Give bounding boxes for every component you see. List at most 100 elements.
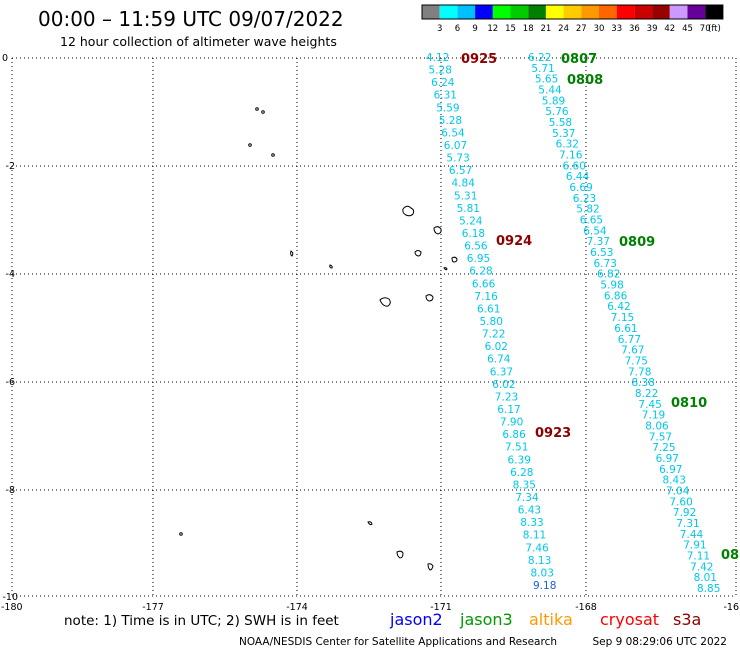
wave-height-value: 6.07 <box>444 140 467 152</box>
wave-height-color-scale: 3 6 9 12 15 18 21 24 27 30 33 36 39 42 45 70(ft) <box>421 4 724 34</box>
color-scale-swatch <box>528 5 546 19</box>
wave-height-value: 6.28 <box>469 266 492 278</box>
x-axis-label: -177 <box>142 602 164 613</box>
color-scale-tick-label: 70 <box>700 24 711 34</box>
color-scale-tick-label: 12 <box>487 24 498 34</box>
wave-height-value: 6.82 <box>597 269 620 281</box>
color-scale-swatch <box>616 5 635 19</box>
color-scale-swatch <box>634 5 653 19</box>
wave-height-value: 8.35 <box>513 479 536 491</box>
wave-height-value: 6.61 <box>477 303 500 315</box>
wave-height-value: 4.84 <box>452 178 476 190</box>
wave-height-value: 6.95 <box>467 253 490 265</box>
wave-height-value: 6.22 <box>528 52 551 64</box>
color-scale-tick-label: 3 <box>437 24 442 34</box>
time-label: 0807 <box>561 52 597 67</box>
color-scale-swatch <box>439 5 458 19</box>
color-scale-swatch <box>687 5 706 19</box>
legend-note: note: 1) Time is in UTC; 2) SWH is in fe… <box>64 613 339 629</box>
legend-jason2: jason2 <box>389 610 443 629</box>
wave-height-value: 5.71 <box>531 63 554 75</box>
y-axis-label: -8 <box>6 485 15 496</box>
wave-height-value: 6.28 <box>510 467 533 479</box>
wave-height-value: 6.31 <box>434 90 457 102</box>
time-label: 0810 <box>671 396 707 411</box>
wave-height-value: 7.42 <box>690 561 713 573</box>
x-axis-label: -171 <box>430 602 452 613</box>
wave-height-value: 6.66 <box>472 278 496 290</box>
wave-height-value: 7.46 <box>525 542 549 554</box>
color-scale-tick-label: 24 <box>558 24 569 34</box>
wave-height-value: 8.43 <box>663 475 686 487</box>
wave-height-value: 6.44 <box>566 171 590 183</box>
wave-height-value: 5.28 <box>439 115 462 127</box>
wave-height-value: 6.65 <box>580 215 603 227</box>
x-axis-label: -168 <box>575 602 597 613</box>
wave-height-value: 6.86 <box>604 290 628 302</box>
wave-height-track-2: 6.225.715.655.445.895.765.585.376.327.16… <box>528 52 720 595</box>
color-scale-tick-label: 21 <box>540 24 551 34</box>
time-label: 0923 <box>535 426 571 441</box>
color-scale-swatch <box>457 5 476 19</box>
wave-height-value: 7.15 <box>611 312 634 324</box>
wave-height-value: 6.97 <box>659 464 682 476</box>
wave-height-value: 6.54 <box>583 225 607 237</box>
y-axis-label: -10 <box>2 592 18 603</box>
wave-height-value: 6.39 <box>508 454 531 466</box>
legend-jason3: jason3 <box>459 610 513 629</box>
wave-height-value: 6.42 <box>607 301 630 313</box>
wave-height-value: 6.56 <box>464 241 488 253</box>
wave-height-value: 7.31 <box>676 518 699 530</box>
color-scale-swatch <box>545 5 564 19</box>
wave-height-value: 5.81 <box>457 203 480 215</box>
map-frame <box>11 57 737 597</box>
time-label: 08 <box>721 548 739 563</box>
wave-height-value: 6.60 <box>563 160 586 172</box>
color-scale-tick-label: 39 <box>647 24 658 34</box>
color-scale-swatch <box>652 5 670 19</box>
wave-height-value: 6.23 <box>573 193 596 205</box>
color-scale-swatch <box>669 5 688 19</box>
wave-height-value: 7.23 <box>495 391 518 403</box>
wave-height-value: 8.01 <box>694 572 717 584</box>
legend-altika: altika <box>529 610 573 629</box>
wave-height-value: 7.51 <box>505 442 528 454</box>
wave-height-value: 6.69 <box>569 182 592 194</box>
wave-height-value: 6.86 <box>502 429 526 441</box>
wave-height-value: 7.22 <box>482 329 505 341</box>
wave-height-value: 6.53 <box>590 247 613 259</box>
wave-height-value: 8.22 <box>635 388 658 400</box>
color-scale-swatch <box>492 5 511 19</box>
color-scale-border <box>421 4 724 20</box>
color-scale-swatch <box>705 5 723 19</box>
wave-height-value: 7.11 <box>687 551 710 563</box>
color-scale-swatch <box>599 5 617 19</box>
wave-height-value: 7.57 <box>649 431 672 443</box>
wave-height-value: 5.65 <box>535 74 558 86</box>
wave-height-value: 5.76 <box>545 106 569 118</box>
wave-height-value: 6.77 <box>618 334 641 346</box>
wave-height-value: 6.37 <box>490 366 513 378</box>
wave-height-value: 5.82 <box>576 204 599 216</box>
footer-timestamp: Sep 9 08:29:06 UTC 2022 <box>592 636 727 648</box>
page-title: 00:00 – 11:59 UTC 09/07/2022 <box>38 7 344 31</box>
wave-height-value: 6.73 <box>594 258 617 270</box>
wave-height-value: 6.17 <box>497 404 520 416</box>
wave-height-value: 7.60 <box>669 496 692 508</box>
wave-height-value: 7.45 <box>638 399 661 411</box>
wave-height-value: 7.75 <box>625 355 648 367</box>
wave-height-value: 8.33 <box>520 517 543 529</box>
wave-height-value: 7.04 <box>666 486 690 498</box>
wave-height-value: 9.18 <box>533 580 556 592</box>
wave-height-value: 5.59 <box>436 102 459 114</box>
wave-height-value: 7.44 <box>680 529 704 541</box>
color-scale-tick-label: 45 <box>682 24 693 34</box>
color-scale-tick-label: 30 <box>594 24 605 34</box>
color-scale-tick-label: 42 <box>664 24 675 34</box>
color-scale-unit: (ft) <box>708 24 721 34</box>
color-scale-tick-label: 9 <box>472 24 477 34</box>
time-label: 0924 <box>496 234 532 249</box>
legend-cryosat: cryosat <box>600 610 659 629</box>
